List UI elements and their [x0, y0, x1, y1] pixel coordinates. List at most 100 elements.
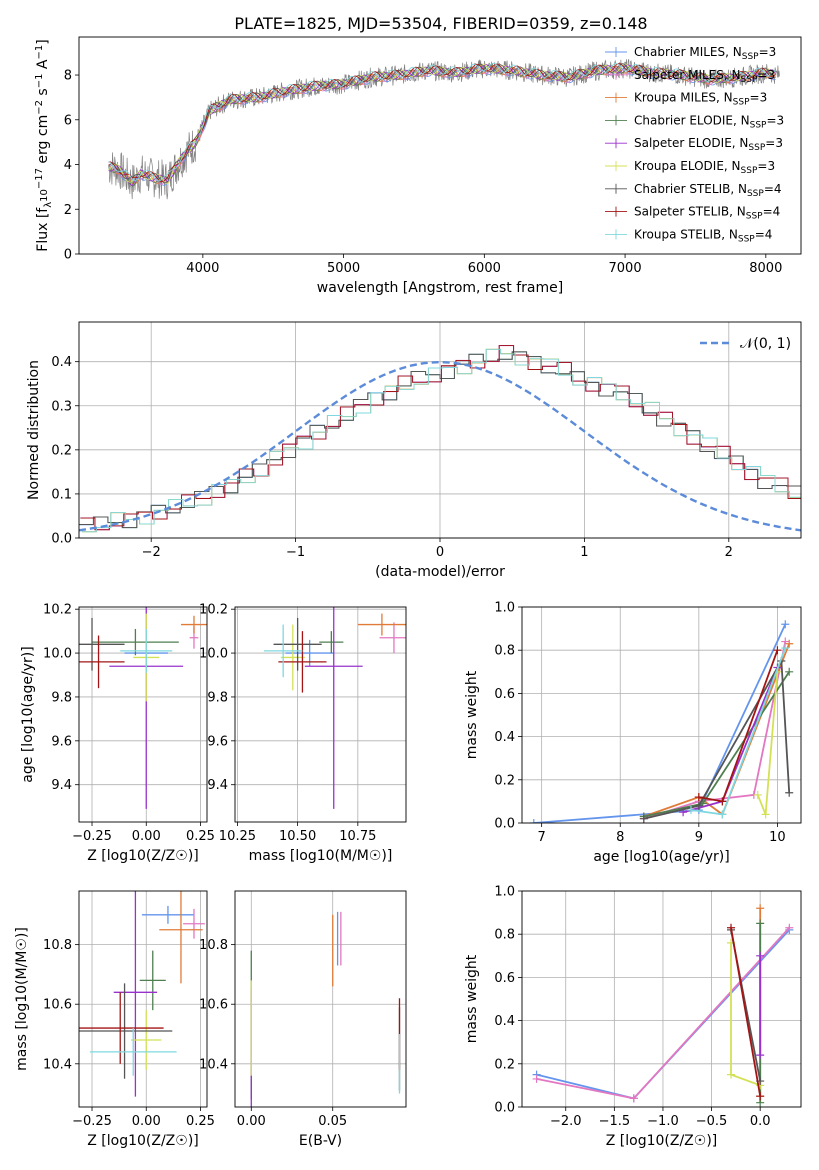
- legend-label: Chabrier ELODIE, NSSP=3: [634, 113, 784, 130]
- x-tick-label: 0.00: [237, 1114, 266, 1129]
- y-axis-label-part: −1: [34, 74, 45, 89]
- axes-frame: [78, 606, 208, 823]
- legend-label-tail: =3: [765, 136, 783, 150]
- legend-label: Chabrier STELIB, NSSP=4: [634, 182, 782, 199]
- legend-label-text: Kroupa ELODIE, N: [634, 159, 741, 173]
- panel-residual-histogram: −2 −1 0 1 2 0.0 0.1 0.2 0.3 0.4 (data-model)/error…: [26, 321, 802, 580]
- weight-marker: [686, 806, 695, 815]
- panel-spectrum: 4000 5000 6000 7000 8000 0 2 4 6 8 wavelength [Ang…: [34, 36, 802, 296]
- y-tick-label: 0.4: [494, 1014, 515, 1029]
- x-tick-label: 8: [616, 830, 624, 845]
- x-tick-label: 0.25: [186, 1114, 215, 1129]
- weight-line: [643, 643, 791, 818]
- x-tick-label: 10.75: [339, 829, 376, 844]
- y-tick-label: 9.8: [51, 690, 72, 705]
- y-axis-label-part: s: [35, 88, 51, 100]
- weight-marker: [756, 1051, 765, 1060]
- weight-marker: [753, 790, 762, 799]
- legend-label-tail: =4: [763, 205, 781, 219]
- legend-label-sub: SSP: [746, 212, 763, 222]
- legend-label-text: Chabrier MILES, N: [634, 45, 742, 59]
- x-axis-label: wavelength [Angstrom, rest frame]: [317, 280, 563, 296]
- weight-marker: [694, 793, 703, 802]
- legend-label-sub: SSP: [748, 143, 765, 153]
- y-axis-label: mass [log10(M/M☉)]: [14, 927, 30, 1071]
- x-tick-label: 8000: [749, 261, 782, 276]
- y-tick-label: 0.8: [494, 644, 515, 659]
- x-tick-label: −2: [142, 545, 161, 560]
- legend-label: Salpeter ELODIE, NSSP=3: [634, 136, 783, 153]
- normal-curve: [79, 360, 801, 532]
- weight-line: [533, 623, 787, 823]
- y-axis-label: Normed distribution: [26, 360, 42, 500]
- y-tick-label: 10.0: [43, 647, 72, 662]
- y-tick-label: 10.6: [199, 998, 228, 1013]
- x-tick-label: 1: [580, 545, 588, 560]
- x-axis-label: E(B-V): [299, 1133, 342, 1149]
- y-tick-label: 10.8: [43, 938, 72, 953]
- legend-label-sub: SSP: [742, 52, 759, 62]
- model-spectrum-line: [108, 63, 776, 183]
- y-axis-label-part: Flux [f: [35, 207, 51, 252]
- weight-marker: [718, 810, 727, 819]
- x-axis-label: age [log10(age/yr)]: [593, 849, 729, 865]
- legend-label-sub: SSP: [738, 234, 755, 244]
- legend-label-sub: SSP: [750, 120, 767, 130]
- y-tick-label: 0.6: [494, 687, 515, 702]
- legend-label-sub: SSP: [747, 189, 764, 199]
- y-tick-label: 6: [64, 113, 72, 128]
- weight-marker: [785, 788, 794, 797]
- weight-marker: [756, 951, 765, 960]
- y-tick-label: 1.0: [494, 885, 515, 900]
- legend-label: 𝒩(0, 1): [740, 336, 791, 352]
- axes-frame: [234, 890, 407, 1108]
- weight-marker: [694, 801, 703, 810]
- x-tick-label: 4000: [186, 261, 219, 276]
- weight-marker: [756, 904, 765, 913]
- plot-area: [108, 59, 780, 200]
- x-tick-label: 7: [538, 830, 546, 845]
- y-tick-label: 0.4: [494, 730, 515, 745]
- plot-area: [532, 904, 794, 1107]
- axes-frame: [78, 890, 208, 1108]
- y-axis-label-part: −17: [34, 168, 45, 189]
- panel-mass-weight-vs-age: 7 8 9 10 0.0 0.2 0.4 0.6 0.8 1.0 age [log10(age/yr…: [464, 601, 802, 865]
- y-tick-label: 10.2: [43, 603, 72, 618]
- plot-area: [79, 345, 801, 533]
- x-axis-label: Z [log10(Z/Z☉)]: [606, 1133, 718, 1149]
- x-tick-label: 0.05: [318, 1114, 347, 1129]
- legend-label-sub: SSP: [741, 75, 758, 85]
- x-tick-label: 10.25: [219, 829, 256, 844]
- weight-marker: [781, 644, 790, 653]
- y-tick-label: 9.8: [207, 690, 228, 705]
- y-tick-label: 10.4: [43, 1057, 72, 1072]
- histogram-step: [81, 348, 801, 533]
- legend-label-tail: =3: [759, 45, 777, 59]
- weight-line: [730, 927, 762, 1097]
- legend-label-tail: =4: [755, 227, 773, 241]
- x-tick-label: −1.0: [647, 1114, 679, 1129]
- x-axis-label: mass [log10(M/M☉)]: [249, 848, 393, 864]
- y-tick-label: 9.4: [207, 778, 228, 793]
- y-axis-label-part: ]: [35, 39, 51, 44]
- x-tick-label: 0.00: [132, 829, 161, 844]
- plot-area: [250, 911, 401, 1107]
- y-axis-label-part: 10: [39, 189, 50, 202]
- y-tick-label: 1.0: [494, 601, 515, 616]
- y-tick-label: 9.6: [207, 734, 228, 749]
- legend-label-text: Chabrier STELIB, N: [634, 182, 747, 196]
- x-tick-label: 0.0: [750, 1114, 771, 1129]
- x-tick-label: 2: [725, 545, 733, 560]
- legend-label: Chabrier MILES, NSSP=3: [634, 45, 776, 62]
- y-axis-label-part: A: [35, 59, 51, 73]
- y-axis-label: mass weight: [464, 670, 480, 759]
- y-tick-label: 0.2: [494, 773, 515, 788]
- x-tick-label: −1.5: [599, 1114, 631, 1129]
- legend-label-tail: =3: [766, 113, 784, 127]
- x-axis-label: (data-model)/error: [375, 564, 505, 580]
- x-tick-label: 10.50: [279, 829, 316, 844]
- legend-label-text: Kroupa STELIB, N: [634, 227, 738, 241]
- figure-title: PLATE=1825, MJD=53504, FIBERID=0359, z=0…: [234, 14, 647, 33]
- legend-label: Kroupa ELODIE, NSSP=3: [634, 159, 775, 176]
- axes-frame: [78, 321, 802, 539]
